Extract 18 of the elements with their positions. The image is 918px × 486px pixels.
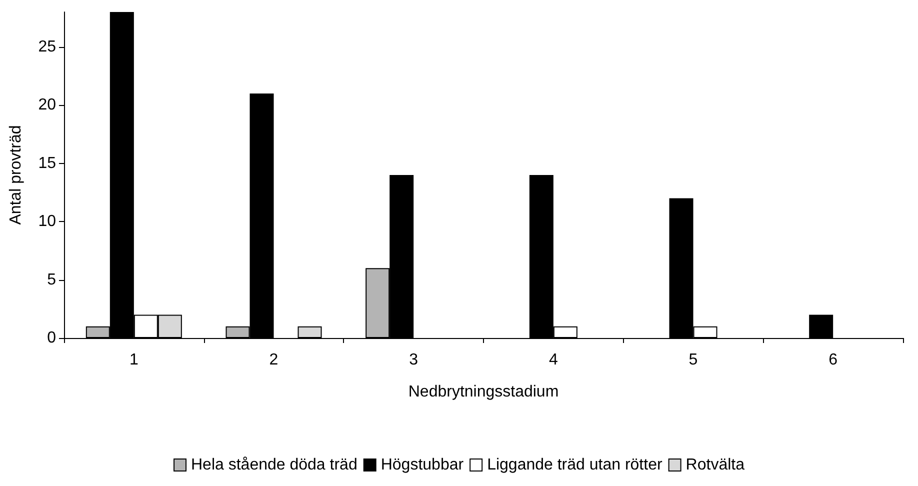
legend-label: Liggande träd utan rötter <box>487 456 663 474</box>
legend-label: Hela stående döda träd <box>191 456 358 474</box>
x-tick-label: 1 <box>129 352 138 368</box>
y-tick-label: 10 <box>38 213 56 230</box>
y-tick-label: 20 <box>38 96 56 114</box>
y-tick-label: 25 <box>38 38 56 56</box>
legend-label: Högstubbar <box>380 456 464 474</box>
x-tick-label: 5 <box>688 352 698 368</box>
y-axis-title: Antal provträd <box>8 125 24 225</box>
y-tick-label: 0 <box>47 330 56 346</box>
x-tick-label: 3 <box>409 352 418 368</box>
x-tick-label: 2 <box>269 352 278 368</box>
y-tick-label: 15 <box>38 154 56 172</box>
x-axis-title: Nedbrytningsstadium <box>408 384 559 400</box>
x-tick-label: 4 <box>548 352 558 368</box>
legend-label: Rotvälta <box>686 456 745 474</box>
x-tick-label: 6 <box>828 352 838 368</box>
y-tick-label: 5 <box>47 271 56 288</box>
